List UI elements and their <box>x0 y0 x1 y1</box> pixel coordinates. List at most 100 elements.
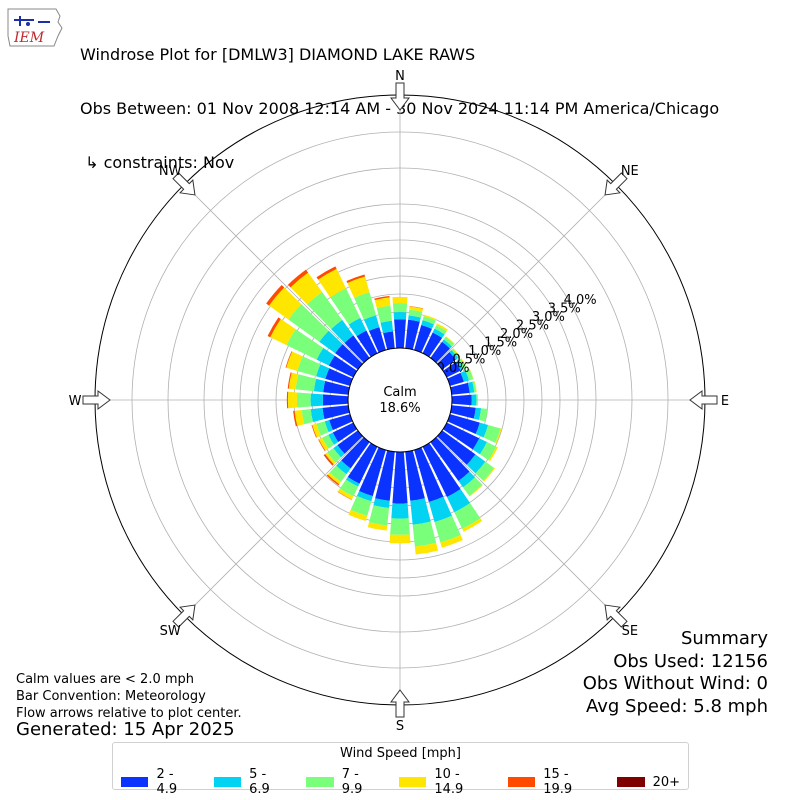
chart-notes: Calm values are < 2.0 mph Bar Convention… <box>16 671 242 722</box>
windrose-bar-segment <box>479 442 497 461</box>
legend-label: 10 - 14.9 <box>434 767 464 797</box>
direction-arrow <box>82 390 111 410</box>
radial-tick-labels: 0.0%0.5%1.0%1.5%2.0%2.5%3.0%3.5%4.0% <box>436 293 596 376</box>
windrose-bar-segment <box>465 368 474 381</box>
windrose-bar-segment <box>333 445 345 458</box>
calm-note: Calm values are < 2.0 mph <box>16 672 195 687</box>
windrose-bar-segment <box>434 515 461 543</box>
windrose-bar-segment <box>436 323 448 332</box>
windrose-bar-segment <box>466 454 486 474</box>
windrose-bar-segment <box>296 392 311 408</box>
windrose-bar-segment <box>421 320 435 329</box>
obs-without-wind: Obs Without Wind: 0 <box>582 673 768 694</box>
radial-tick-label: 0.0% <box>436 361 469 376</box>
legend-swatch <box>121 777 149 787</box>
windrose-bar-segment <box>356 491 373 502</box>
windrose-bar-segment <box>450 382 470 395</box>
windrose-bar-segment <box>450 405 476 419</box>
windrose-bar-segment <box>472 438 488 455</box>
calm-circle <box>347 347 453 453</box>
windrose-bar-segment <box>437 351 456 370</box>
windrose-bar-segment <box>337 430 363 454</box>
windrose-bar-segment <box>348 317 367 337</box>
legend-item: 2 - 4.9 <box>121 767 198 797</box>
windrose-bar-segment <box>422 332 443 357</box>
windrose-bar-segment <box>318 268 347 298</box>
windrose-bar-segment <box>467 381 475 393</box>
legend-item: 20+ <box>616 767 680 797</box>
windrose-bar-segment <box>323 454 334 466</box>
summary-block: Summary Obs Used: 12156 Obs Without Wind… <box>583 628 768 718</box>
direction-arrow <box>172 604 196 628</box>
windrose-bar-segment <box>471 394 477 406</box>
direction-labels: N NE E SE S SW W NW <box>69 69 730 734</box>
windrose-bar-segment <box>447 372 464 386</box>
windrose-bar-segment <box>375 450 395 501</box>
radial-tick-label: 2.5% <box>516 319 549 334</box>
windrose-bar-segment <box>441 339 453 349</box>
windrose-bar-segment <box>339 479 359 497</box>
windrose-bar-segment <box>488 446 499 462</box>
legend-swatch <box>616 777 645 787</box>
direction-label: NE <box>621 164 639 179</box>
direction-arrow <box>390 689 410 718</box>
windrose-bar-segment <box>410 498 431 525</box>
windrose-bar-segment <box>325 452 336 465</box>
direction-label: E <box>721 394 729 409</box>
title-line-1: Windrose Plot for [DMLW3] DIAMOND LAKE R… <box>80 45 476 64</box>
windrose-bar-segment <box>328 355 357 378</box>
chart-title: Windrose Plot for [DMLW3] DIAMOND LAKE R… <box>80 10 719 190</box>
legend-label: 7 - 9.9 <box>341 767 363 797</box>
windrose-bar-segment <box>449 349 459 360</box>
windrose-bar-segment <box>472 381 477 393</box>
direction-label: SW <box>160 624 181 639</box>
windrose-bar-segment <box>445 336 455 345</box>
windrose-bar-segment <box>326 474 340 486</box>
windrose-bar-segment <box>307 291 343 330</box>
radial-tick-label: 4.0% <box>564 293 597 308</box>
windrose-bar-segment <box>451 394 472 406</box>
windrose-bar-segment <box>286 329 324 360</box>
windrose-bar-segment <box>293 410 298 427</box>
windrose-bar-segment <box>393 312 407 320</box>
title-line-3: ↳ constraints: Nov <box>80 153 235 172</box>
windrose-bar-segment <box>414 542 439 555</box>
windrose-bar-segment <box>430 437 470 482</box>
legend-item: 15 - 19.9 <box>507 767 601 797</box>
windrose-bar-segment <box>447 414 480 435</box>
windrose-bar-segment <box>422 316 436 325</box>
windrose-bar-segment <box>311 424 317 438</box>
windrose-bar-segment <box>389 534 411 544</box>
windrose-bar-segment <box>414 447 444 502</box>
windrose-bar-segment <box>469 368 474 380</box>
direction-arrows <box>82 82 718 718</box>
windrose-bar-segment <box>359 447 386 497</box>
windrose-bar-segment <box>287 269 309 288</box>
windrose-bar-segment <box>367 522 388 531</box>
direction-arrow <box>390 82 410 111</box>
legend-item: 10 - 14.9 <box>398 767 492 797</box>
svg-text:IEM: IEM <box>13 30 45 46</box>
windrose-bar-segment <box>328 432 339 445</box>
calm-label: Calm <box>383 385 416 400</box>
windrose-bar-segment <box>434 324 447 335</box>
windrose-bar-segment <box>322 405 350 420</box>
windrose-bar-segment <box>373 498 390 508</box>
windrose-bar-segment <box>440 535 463 548</box>
windrose-bar-segment <box>383 331 395 350</box>
grid-spoke <box>184 436 364 616</box>
bar-convention-note: Bar Convention: Meteorology <box>16 689 206 704</box>
windrose-bar-segment <box>475 461 495 481</box>
windrose-bar-segment <box>452 348 461 357</box>
direction-arrow <box>172 172 196 196</box>
windrose-bar-segment <box>318 437 329 451</box>
windrose-bar-segment <box>290 272 322 305</box>
legend-swatch <box>507 777 536 787</box>
windrose-bar-segment <box>428 496 453 523</box>
windrose-bar-segment <box>316 364 330 379</box>
windrose-bar-segment <box>350 496 372 516</box>
windrose-bar-segment <box>430 341 451 363</box>
windrose-bar-segment <box>330 288 361 325</box>
windrose-bar-segment <box>316 347 335 366</box>
windrose-bar-segment <box>288 372 299 390</box>
